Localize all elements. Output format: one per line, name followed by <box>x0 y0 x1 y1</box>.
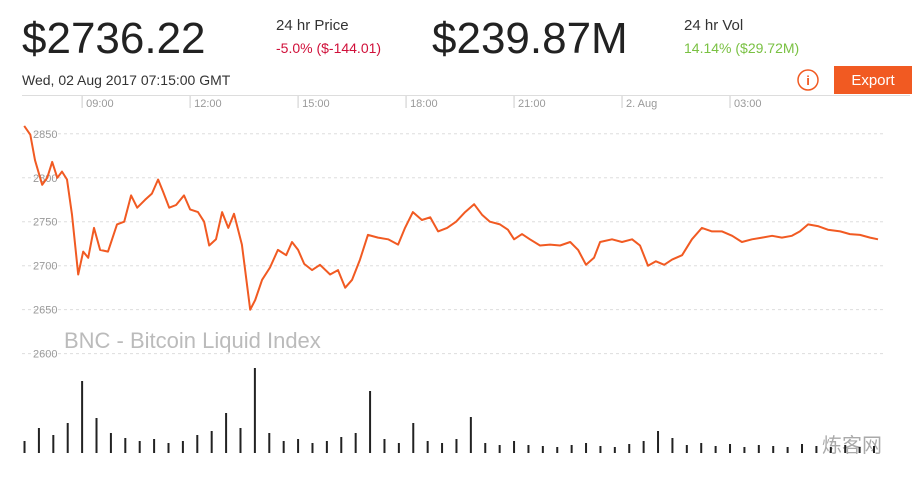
volume-bar <box>354 433 357 453</box>
volume-bar <box>772 446 775 453</box>
volume-bar <box>52 435 55 453</box>
volume-bar <box>66 423 69 453</box>
volume-bar <box>124 438 127 453</box>
volume-bar <box>628 444 631 453</box>
x-tick-label: 09:00 <box>86 98 114 110</box>
volume-bar <box>484 443 487 453</box>
watermark: BNC - Bitcoin Liquid Index <box>64 328 321 353</box>
volume-bar <box>498 445 501 453</box>
volume: $239.87M <box>432 14 628 63</box>
volume-bar <box>599 446 602 453</box>
volume-bar <box>397 443 400 453</box>
volume-bar <box>138 441 141 453</box>
volume-bar <box>81 381 84 453</box>
volume-bar <box>23 441 26 453</box>
price-change: -5.0% ($-144.01) <box>276 40 381 56</box>
volume-bar <box>109 433 112 453</box>
volume-bar <box>469 417 472 453</box>
volume-bar <box>268 433 271 453</box>
volume-bar <box>225 413 228 453</box>
volume-bar <box>282 441 285 453</box>
volume-bar <box>196 435 199 453</box>
volume-bar <box>181 441 184 453</box>
x-tick-label: 12:00 <box>194 98 222 110</box>
volume-bar <box>570 445 573 453</box>
volume-bar <box>829 447 832 453</box>
volume-bar <box>743 447 746 453</box>
volume-bar <box>297 439 300 453</box>
volume-bar <box>685 445 688 453</box>
volume-bar <box>311 443 314 453</box>
volume-bar <box>844 445 847 453</box>
volume-bar <box>153 439 156 453</box>
x-tick-label: 03:00 <box>734 98 762 110</box>
export-button-label[interactable]: Export <box>851 72 895 89</box>
volume-bar <box>541 446 544 453</box>
export-button[interactable] <box>834 66 912 94</box>
info-icon[interactable] <box>797 69 819 91</box>
volume-bar <box>729 444 732 453</box>
volume-bar <box>642 441 645 453</box>
volume-bar <box>167 443 170 453</box>
volume-bar <box>37 428 40 453</box>
volume-bar <box>786 447 789 453</box>
volume-bar <box>815 446 818 453</box>
volume-bar <box>714 446 717 453</box>
x-tick-label: 21:00 <box>518 98 546 110</box>
volume-bar <box>369 391 372 453</box>
volume-bar <box>412 423 415 453</box>
volume-bar <box>441 443 444 453</box>
y-tick-label: 2800 <box>33 173 57 185</box>
volume-bar <box>657 431 660 453</box>
price-line <box>23 125 879 311</box>
volume-bar <box>801 444 804 453</box>
price-label: 24 hr Price <box>276 17 349 34</box>
volume-bar <box>340 437 343 453</box>
volume-bar <box>253 368 256 453</box>
volume-bar <box>527 445 530 453</box>
y-tick-label: 2750 <box>33 217 57 229</box>
x-tick-label: 18:00 <box>410 98 438 110</box>
volume-bar <box>757 445 760 453</box>
price: $2736.22 <box>22 14 206 63</box>
volume-bar <box>455 439 458 453</box>
volume-bar <box>426 441 429 453</box>
volume-bar <box>585 443 588 453</box>
volume-change: 14.14% ($29.72M) <box>684 40 799 56</box>
y-tick-label: 2700 <box>33 261 57 273</box>
volume-bar <box>513 441 516 453</box>
volume-bar <box>95 418 98 453</box>
timestamp: Wed, 02 Aug 2017 07:15:00 GMT <box>22 72 231 88</box>
x-tick-label: 15:00 <box>302 98 330 110</box>
volume-bar <box>613 447 616 453</box>
y-tick-label: 2600 <box>33 349 57 361</box>
volume-bar <box>210 431 213 453</box>
volume-bar <box>671 438 674 453</box>
x-tick-label: 2. Aug <box>626 98 657 110</box>
y-tick-label: 2650 <box>33 305 57 317</box>
volume-label: 24 hr Vol <box>684 17 743 34</box>
volume-bar <box>700 443 703 453</box>
volume-bar <box>325 441 328 453</box>
volume-bar <box>383 439 386 453</box>
volume-bar <box>556 447 559 453</box>
volume-bar <box>873 446 876 453</box>
overlay-watermark: 炼客网 <box>822 434 882 457</box>
volume-bar <box>239 428 242 453</box>
y-tick-label: 2850 <box>33 129 57 141</box>
info-icon-label[interactable]: i <box>806 73 810 88</box>
volume-bar <box>858 447 861 453</box>
